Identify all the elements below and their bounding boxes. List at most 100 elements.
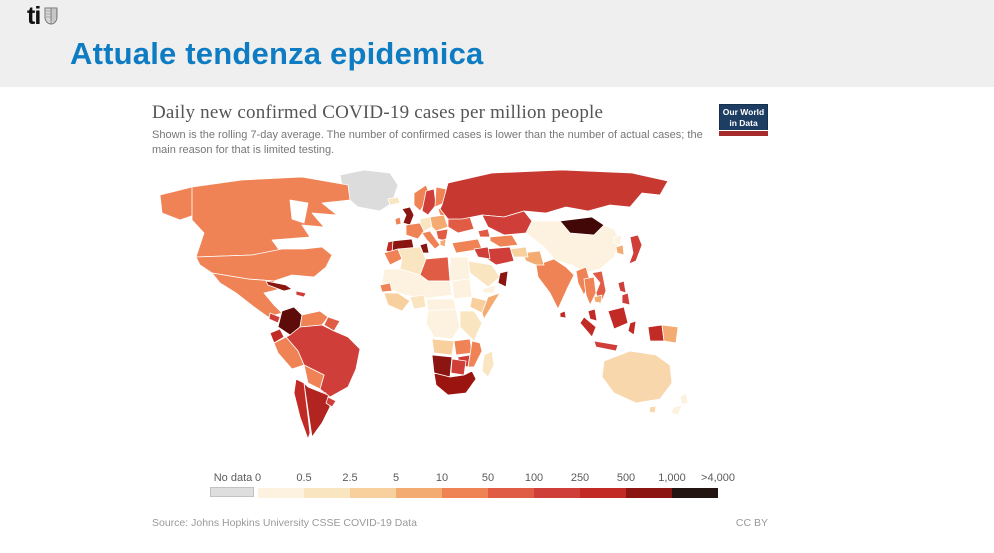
map-region-madagascar	[481, 350, 495, 378]
chart-title: Daily new confirmed COVID-19 cases per m…	[152, 102, 604, 123]
ti-logo: ti	[27, 4, 58, 29]
map-region-sudan	[451, 278, 473, 300]
slide-title: Attuale tendenza epidemica	[70, 36, 484, 71]
map-region-sri-lanka	[559, 310, 567, 319]
hudson-bay	[289, 199, 309, 224]
legend-segment-6	[534, 488, 580, 498]
map-region-uruguay	[325, 396, 337, 408]
legend-tick-7: 250	[570, 472, 590, 484]
map-region-russia	[439, 169, 669, 220]
map-region-egypt	[449, 256, 471, 282]
legend-segment-1	[304, 488, 350, 498]
ti-logo-text: ti	[27, 2, 41, 30]
ticino-shield-icon	[44, 7, 58, 25]
legend-tick-5: 50	[481, 472, 495, 484]
legend-tick-8: 500	[616, 472, 636, 484]
map-region-mongolia	[559, 216, 605, 236]
map-region-tasmania	[648, 405, 657, 414]
map-region-zambia	[453, 338, 473, 356]
map-legend: No data 0 0.5 2.5 5 10 50 100 250 500 1,000 >4,000	[152, 472, 768, 502]
map-region-mexico	[211, 272, 283, 318]
map-region-senegal	[379, 282, 393, 293]
map-region-greece	[439, 238, 447, 248]
chart-subtitle: Shown is the rolling 7-day average. The …	[152, 129, 703, 156]
legend-tick-10: >4,000	[701, 472, 735, 484]
map-region-cambodia	[593, 294, 603, 304]
legend-tick-9: 1,000	[658, 472, 686, 484]
map-region-iraq	[473, 246, 491, 260]
chart-license: CC BY	[735, 517, 768, 529]
map-region-iceland	[387, 196, 401, 206]
owid-chart: Daily new confirmed COVID-19 cases per m…	[152, 102, 768, 547]
map-region-ecuador	[269, 328, 285, 344]
map-region-germany	[419, 216, 433, 232]
map-region-new-guinea-west	[647, 324, 665, 342]
map-region-java	[593, 340, 619, 352]
chart-footer: Source: Johns Hopkins University CSSE CO…	[152, 517, 768, 529]
map-region-north-korea	[613, 234, 623, 246]
slide-header: ti Attuale tendenza epidemica	[0, 0, 994, 87]
map-region-yemen	[481, 284, 497, 294]
map-region-hispaniola	[295, 290, 307, 298]
legend-segment-9	[672, 488, 718, 498]
legend-tick-0: 0	[254, 472, 262, 484]
legend-tick-1: 0.5	[296, 472, 312, 484]
map-region-drc	[425, 308, 461, 340]
map-region-japan	[628, 234, 643, 265]
map-region-ireland	[394, 216, 402, 226]
map-region-oman	[497, 270, 509, 288]
map-region-angola	[431, 338, 455, 356]
map-region-uk	[401, 206, 415, 226]
legend-segment-7	[580, 488, 626, 498]
map-region-central-asia	[489, 234, 519, 248]
map-region-guatemala	[268, 312, 281, 324]
map-region-cuba	[265, 280, 293, 292]
legend-segment-2	[350, 488, 396, 498]
legend-tick-4: 10	[435, 472, 449, 484]
legend-no-data-label: No data	[213, 472, 253, 484]
owid-logo-stripe	[719, 131, 768, 136]
map-region-west-africa	[383, 292, 411, 312]
map-region-thailand	[583, 276, 597, 306]
map-region-nigeria	[409, 294, 427, 310]
legend-color-bar	[258, 488, 718, 498]
owid-logo: Our World in Data	[719, 104, 768, 130]
map-region-png	[661, 324, 679, 344]
map-region-botswana	[450, 358, 467, 376]
map-region-malaysia-peninsula	[587, 308, 598, 322]
map-region-east-africa	[459, 310, 483, 342]
map-region-canada	[191, 176, 351, 258]
map-region-philippines	[617, 280, 631, 306]
legend-segment-5	[488, 488, 534, 498]
map-region-venezuela	[299, 310, 329, 328]
map-region-south-africa	[433, 370, 477, 396]
map-region-vietnam	[591, 270, 607, 306]
map-region-afghanistan	[509, 246, 529, 258]
map-region-south-korea	[615, 244, 625, 256]
map-region-sulawesi	[627, 320, 637, 336]
map-region-india	[535, 258, 575, 310]
legend-segment-8	[626, 488, 672, 498]
map-region-caucasus	[477, 228, 491, 238]
map-region-italy	[421, 230, 441, 250]
map-region-bolivia	[303, 364, 325, 390]
legend-no-data-swatch	[210, 487, 254, 497]
map-region-new-zealand-south	[670, 404, 683, 416]
legend-tick-2: 2.5	[342, 472, 358, 484]
legend-segment-4	[442, 488, 488, 498]
map-region-tunisia	[419, 242, 430, 254]
map-region-sumatra	[579, 316, 597, 338]
map-region-somalia	[481, 292, 501, 320]
legend-no-data: No data	[210, 472, 256, 497]
legend-tick-labels: 0 0.5 2.5 5 10 50 100 250 500 1,000 >4,000	[254, 472, 735, 486]
map-region-mozambique	[467, 340, 483, 368]
owid-logo-line1: Our World	[722, 106, 765, 117]
legend-segment-0	[258, 488, 304, 498]
map-region-borneo	[607, 306, 629, 330]
map-region-new-zealand-north	[679, 392, 689, 406]
legend-tick-3: 5	[392, 472, 400, 484]
map-region-france	[405, 222, 425, 240]
map-region-chile	[293, 378, 311, 440]
map-region-sweden	[421, 188, 437, 216]
chart-source: Source: Johns Hopkins University CSSE CO…	[152, 517, 417, 529]
